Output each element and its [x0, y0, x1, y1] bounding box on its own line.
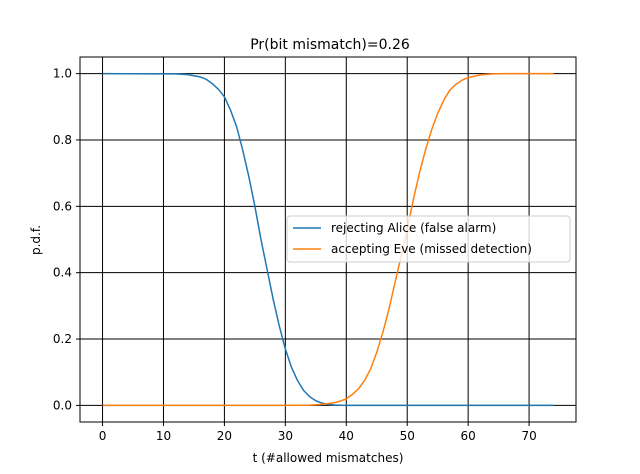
x-tick-label: 30 [278, 429, 293, 443]
x-tick-label: 70 [521, 429, 536, 443]
x-tick-label: 60 [461, 429, 476, 443]
axis-ticks: 0 10 20 30 40 50 60 70 0.0 0.2 0.4 0.6 0.8 1.0 [53, 67, 537, 443]
y-tick-label: 0.6 [53, 199, 72, 213]
legend-label-2: accepting Eve (missed detection) [331, 242, 532, 256]
series-line-1 [102, 72, 554, 407]
legend-label-1: rejecting Alice (false alarm) [331, 221, 496, 235]
x-tick-label: 0 [99, 429, 107, 443]
y-tick-label: 1.0 [53, 67, 72, 81]
y-tick-label: 0.8 [53, 133, 72, 147]
y-axis-label: p.d.f. [29, 225, 43, 255]
legend: rejecting Alice (false alarm) accepting E… [286, 215, 571, 263]
chart-title: Pr(bit mismatch)=0.26 [250, 37, 410, 53]
x-axis-label: t (#allowed mismatches) [253, 451, 404, 465]
y-tick-label: 0.4 [53, 266, 72, 280]
plot-frame [79, 56, 577, 423]
legend-box [286, 215, 571, 263]
x-tick-label: 50 [400, 429, 415, 443]
y-tick-label: 0.2 [53, 332, 72, 346]
x-tick-label: 10 [156, 429, 171, 443]
y-tick-label: 0.0 [53, 398, 72, 412]
x-tick-label: 20 [217, 429, 232, 443]
x-tick-label: 40 [339, 429, 354, 443]
